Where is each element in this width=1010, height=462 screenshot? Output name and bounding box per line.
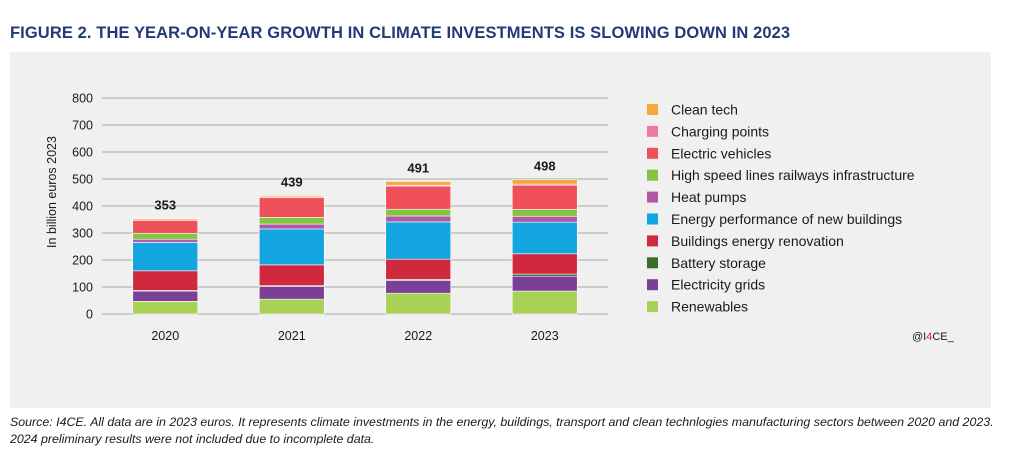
x-tick-label: 2021: [278, 329, 306, 343]
legend-swatch: [647, 169, 658, 181]
bar-segment: [258, 264, 325, 286]
legend-label: Battery storage: [671, 255, 766, 271]
y-tick-label: 800: [72, 92, 93, 106]
bar-segment: [385, 280, 452, 294]
y-tick-label: 200: [72, 254, 93, 268]
bar-segment: [511, 275, 578, 292]
bar-segment: [258, 228, 325, 266]
legend-label: Charging points: [671, 123, 769, 139]
source-note: Source: I4CE. All data are in 2023 euros…: [10, 415, 994, 446]
legend-item: Electricity grids: [647, 277, 765, 293]
bar-segment: [132, 301, 199, 315]
legend-swatch: [647, 235, 658, 247]
bar-segment: [511, 215, 578, 223]
bar-segment: [258, 197, 325, 218]
bar-segment: [385, 208, 452, 217]
legend-swatch: [647, 191, 658, 203]
legend-label: High speed lines railways infrastructure: [671, 167, 915, 183]
legend-item: Energy performance of new buildings: [647, 211, 902, 227]
legend-item: Buildings energy renovation: [647, 233, 844, 249]
bar-segment: [511, 253, 578, 275]
bar-segment: [511, 221, 578, 255]
bar-segment: [385, 215, 452, 223]
legend-label: Electricity grids: [671, 277, 765, 293]
bar-total-label: 353: [154, 198, 176, 213]
bar-segment: [132, 218, 199, 221]
legend-swatch: [647, 125, 658, 137]
bar-segment: [258, 195, 325, 198]
watermark-logo: @I4CE_: [912, 331, 955, 343]
y-tick-label: 100: [72, 281, 93, 295]
legend-label: Electric vehicles: [671, 145, 771, 161]
bar-segment: [511, 209, 578, 217]
bar-segment: [511, 273, 578, 277]
bar-segment: [132, 290, 199, 302]
figure-title: FIGURE 2. THE YEAR-ON-YEAR GROWTH IN CLI…: [10, 24, 791, 42]
legend-item: Electric vehicles: [647, 145, 771, 161]
legend-label: Clean tech: [671, 102, 738, 118]
bar-segment: [385, 292, 452, 315]
y-tick-label: 700: [72, 119, 93, 133]
x-tick-label: 2022: [404, 329, 432, 343]
bar-segment: [132, 232, 199, 240]
legend-swatch: [647, 213, 658, 225]
legend-swatch: [647, 257, 658, 269]
y-tick-label: 0: [86, 308, 93, 322]
legend-label: Heat pumps: [671, 189, 746, 205]
legend-swatch: [647, 279, 658, 291]
bar-segment: [132, 270, 199, 291]
x-tick-label: 2023: [531, 329, 559, 343]
legend-swatch: [647, 301, 658, 313]
legend-label: Energy performance of new buildings: [671, 211, 902, 227]
bar-segment: [385, 221, 452, 260]
legend-item: Renewables: [647, 299, 748, 315]
bar-segment: [511, 184, 578, 210]
legend-swatch: [647, 104, 658, 115]
bar-segment: [385, 181, 452, 186]
bar-segment: [258, 298, 325, 315]
bar-segment: [385, 185, 452, 210]
y-tick-label: 400: [72, 200, 93, 214]
legend-item: High speed lines railways infrastructure: [647, 167, 915, 183]
legend-item: Charging points: [647, 123, 769, 139]
legend-label: Buildings energy renovation: [671, 233, 844, 249]
y-tick-label: 500: [72, 173, 93, 187]
bar-segment: [132, 220, 199, 234]
legend-item: Clean tech: [647, 102, 738, 118]
y-tick-label: 300: [72, 227, 93, 241]
bar-total-label: 439: [281, 174, 303, 189]
legend-label: Renewables: [671, 299, 748, 315]
bar-segment: [132, 242, 199, 272]
bar-total-label: 498: [534, 159, 556, 174]
bar-segment: [258, 217, 325, 225]
chart-panel: 0 100 200 300 400 500 600 700 800 In billion eur…: [10, 52, 991, 408]
bar-segment: [385, 258, 452, 280]
legend-swatch: [647, 147, 658, 159]
stacked-bar-chart: 0 100 200 300 400 500 600 700 800 In billion eur…: [45, 92, 955, 344]
legend-item: Battery storage: [647, 255, 766, 271]
bar-segment: [511, 179, 578, 185]
bar-total-label: 491: [407, 160, 429, 175]
bar-segment: [258, 286, 325, 300]
legend-item: Heat pumps: [647, 189, 746, 205]
bar-segment: [511, 290, 578, 315]
y-tick-label: 600: [72, 146, 93, 160]
bar-segment: [132, 238, 199, 243]
y-axis-label: In billion euros 2023: [45, 136, 59, 248]
bar-segment: [258, 223, 325, 230]
x-tick-label: 2020: [151, 329, 179, 343]
